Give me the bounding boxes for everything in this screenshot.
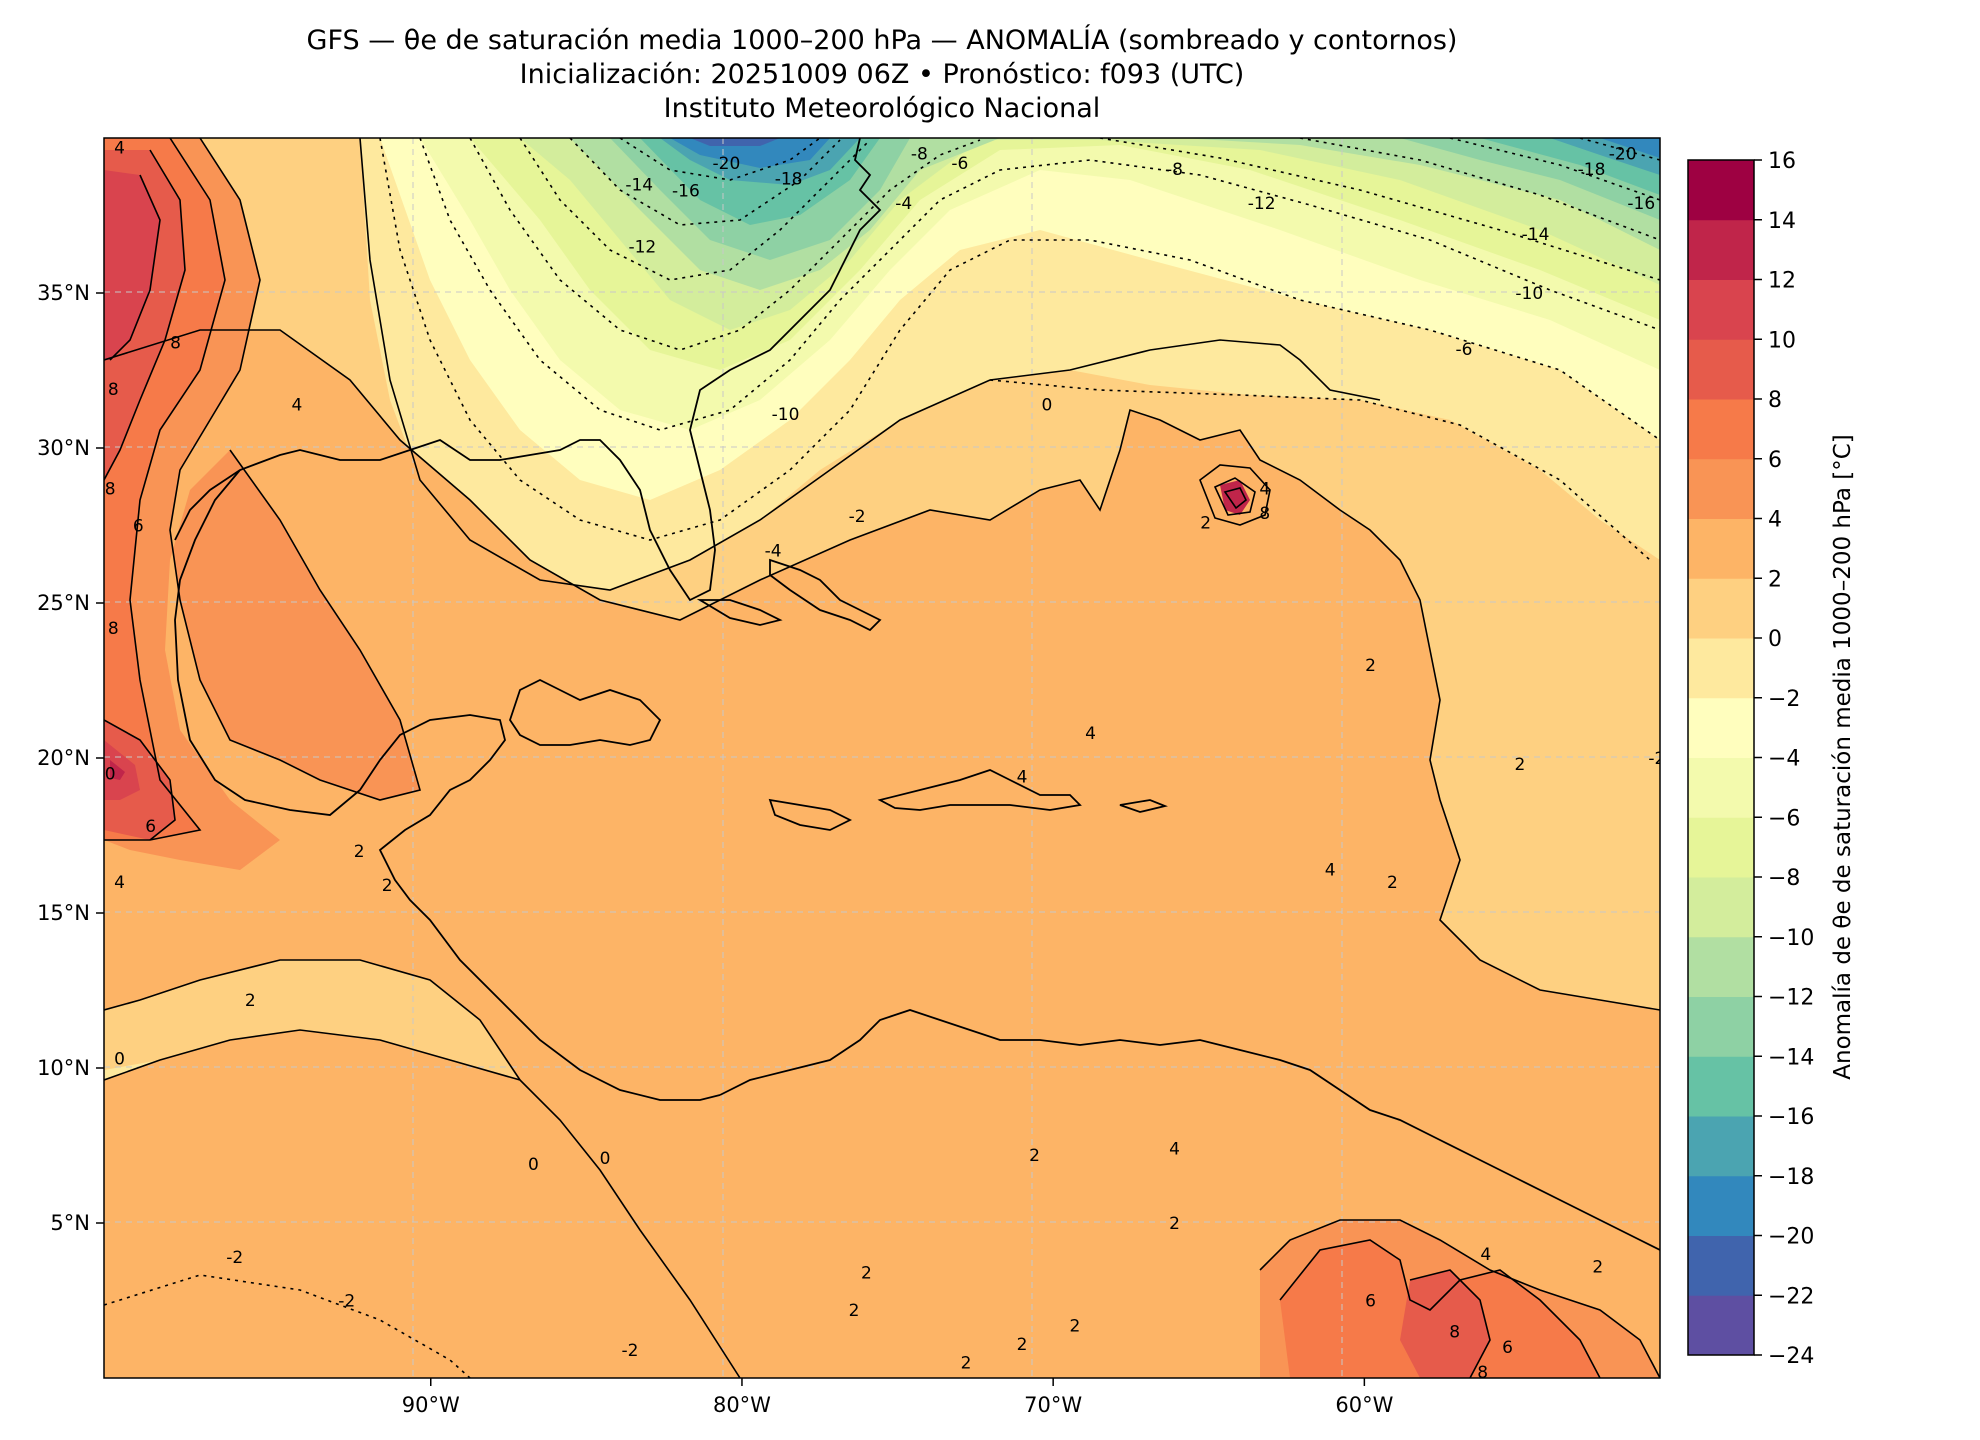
field-minus-22 xyxy=(690,138,780,146)
contour-label: 6 xyxy=(133,517,144,537)
contour-label: -6 xyxy=(1455,340,1472,360)
lat-tick-label: 20°N xyxy=(37,746,90,770)
contour-label: 8 xyxy=(105,479,116,499)
contour-label: 4 xyxy=(1169,1140,1180,1160)
contour-label: 6 xyxy=(1365,1292,1376,1312)
lat-tick-label: 35°N xyxy=(37,281,90,305)
contour-label: 4 xyxy=(1259,479,1270,499)
longitude-axis: 90°W 80°W 70°W 60°W xyxy=(402,1378,1394,1417)
contour-label: 0 xyxy=(600,1149,611,1169)
contour-label: 4 xyxy=(1085,724,1096,744)
contour-label: 8 xyxy=(1477,1363,1488,1383)
field-plus-10 xyxy=(104,170,160,800)
contour-label: -4 xyxy=(765,541,782,561)
lat-tick-label: 5°N xyxy=(50,1211,90,1235)
contour-label: -18 xyxy=(1578,160,1606,180)
contour-label: -10 xyxy=(1515,284,1543,304)
contour-label: 2 xyxy=(849,1301,860,1321)
title-line-2: Inicialización: 20251009 06Z • Pronóstic… xyxy=(519,59,1245,90)
title-line-1: GFS — θe de saturación media 1000–200 hP… xyxy=(306,25,1458,56)
contour-label: 2 xyxy=(1365,656,1376,676)
contour-label: 2 xyxy=(1515,755,1526,775)
contour-label: 2 xyxy=(1592,1257,1603,1277)
contour-label: 4 xyxy=(1480,1245,1491,1265)
contour-label: 6 xyxy=(145,817,156,837)
contour-label: 2 xyxy=(861,1264,872,1284)
lat-tick-label: 10°N xyxy=(37,1056,90,1080)
contour-label: 4 xyxy=(292,396,303,416)
title-line-3: Instituto Meteorológico Nacional xyxy=(663,93,1101,124)
contour-label: -8 xyxy=(1166,160,1183,180)
contour-lines xyxy=(104,138,1660,1378)
contour-label: 2 xyxy=(245,991,256,1011)
contour-label: 6 xyxy=(1502,1338,1513,1358)
lat-tick-label: 25°N xyxy=(37,591,90,615)
contour-label: -2 xyxy=(226,1248,243,1268)
lon-tick-label: 70°W xyxy=(1024,1393,1082,1417)
contour-label: 8 xyxy=(1259,504,1270,524)
contour-label: -2 xyxy=(338,1292,355,1312)
lon-tick-label: 60°W xyxy=(1335,1393,1393,1417)
contour-label: 2 xyxy=(1387,873,1398,893)
contour-label: 2 xyxy=(354,842,365,862)
contour-label: -12 xyxy=(628,238,656,258)
contour-label: 2 xyxy=(1169,1214,1180,1234)
contour-label: -12 xyxy=(1248,194,1276,214)
contour-label: -14 xyxy=(1522,225,1550,245)
contour-label: -2 xyxy=(849,507,866,527)
contour-label: -18 xyxy=(775,169,803,189)
graticule xyxy=(104,138,1660,1378)
contour-label: -20 xyxy=(1609,145,1637,165)
contour-label: 2 xyxy=(1029,1146,1040,1166)
contour-label: 0 xyxy=(114,1050,125,1070)
contour-label: 2 xyxy=(961,1354,972,1374)
contour-label: 4 xyxy=(114,138,125,158)
contour-label: 2 xyxy=(1017,1335,1028,1355)
contour-label: -10 xyxy=(772,405,800,425)
contour-label: -6 xyxy=(951,154,968,174)
contour-label: -8 xyxy=(911,145,928,165)
contour-label: -2 xyxy=(621,1341,638,1361)
field-minus-14 xyxy=(610,138,1660,260)
contour-label: 8 xyxy=(1449,1323,1460,1343)
contour-label: 8 xyxy=(108,380,119,400)
contour-label: 0 xyxy=(1042,396,1053,416)
contour-label: 0 xyxy=(528,1155,539,1175)
contour-label: 4 xyxy=(1325,861,1336,881)
lat-tick-label: 15°N xyxy=(37,901,90,925)
contour-label: -14 xyxy=(625,176,653,196)
contour-label: 2 xyxy=(382,876,393,896)
figure-title: GFS — θe de saturación media 1000–200 hP… xyxy=(104,24,1660,126)
contour-label: -16 xyxy=(1627,194,1655,214)
contour-label-layer: -20-18-16-14-12-10-8 -6-4-4-20-8-12-14-10… xyxy=(105,138,1665,1383)
lon-tick-label: 80°W xyxy=(713,1393,771,1417)
contour-label: 8 xyxy=(108,619,119,639)
lat-tick-label: 30°N xyxy=(37,436,90,460)
contour-label: -16 xyxy=(672,182,700,202)
latitude-axis: 35°N 30°N 25°N 20°N 15°N 10°N 5°N xyxy=(37,281,104,1235)
contour-label: 8 xyxy=(170,334,181,354)
lon-tick-label: 90°W xyxy=(402,1393,460,1417)
field-plus-2 xyxy=(104,330,1660,1378)
contour-label: 2 xyxy=(1070,1316,1081,1336)
contour-label: -2 xyxy=(1648,749,1665,769)
contour-label: -4 xyxy=(895,194,912,214)
coastlines xyxy=(174,138,1660,1251)
contour-label: 2 xyxy=(1200,513,1211,533)
contour-label: 0 xyxy=(105,765,116,785)
contour-label: 4 xyxy=(1017,768,1028,788)
contour-label: 4 xyxy=(114,873,125,893)
contour-label: -20 xyxy=(713,154,741,174)
